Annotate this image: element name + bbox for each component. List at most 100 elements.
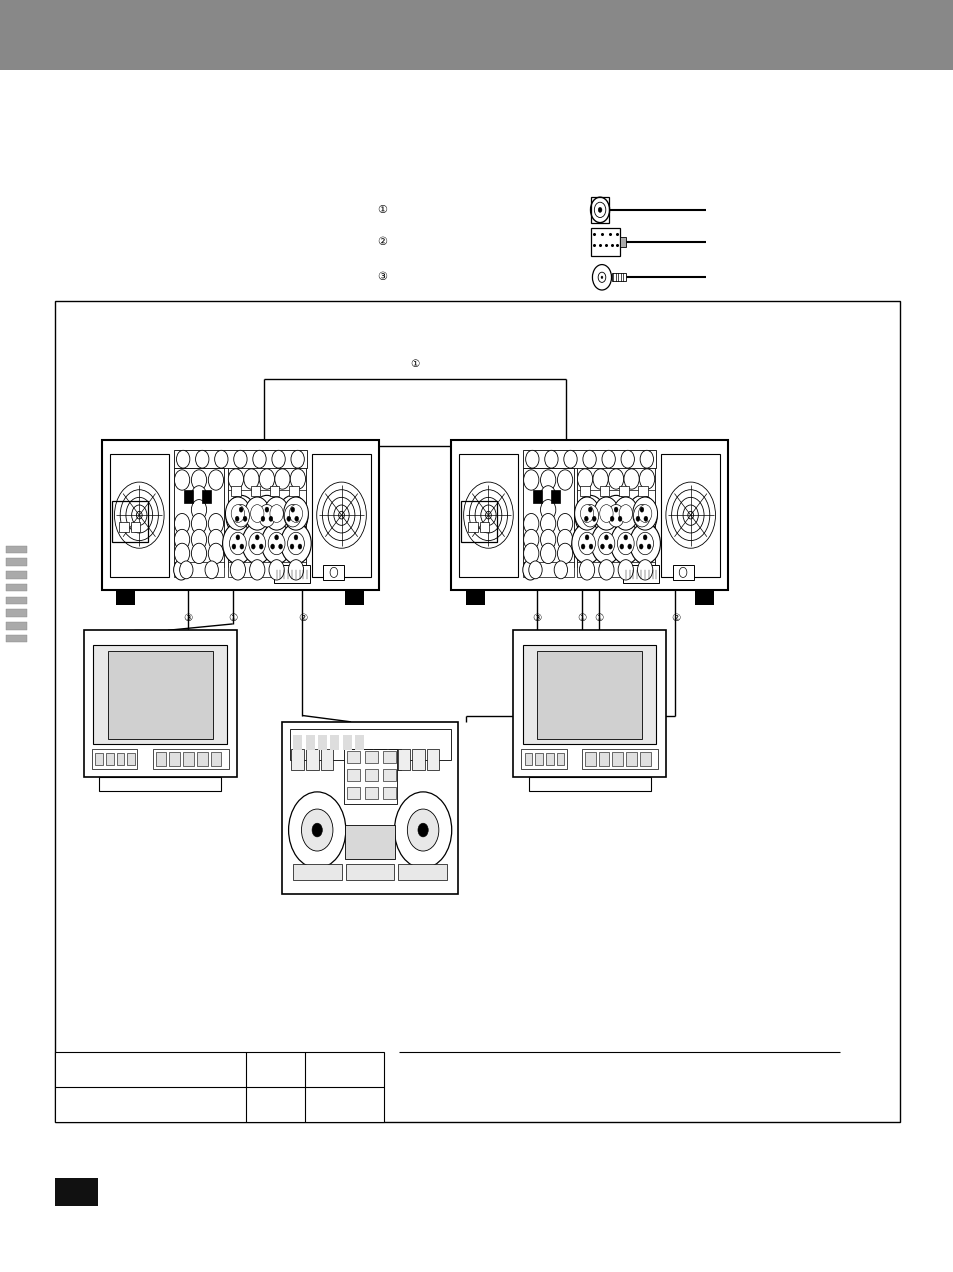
- Circle shape: [619, 544, 623, 550]
- Bar: [619, 237, 625, 247]
- Text: ③: ③: [376, 272, 386, 282]
- Circle shape: [563, 450, 577, 468]
- Bar: [312, 454, 371, 576]
- Circle shape: [231, 505, 244, 523]
- Bar: [116, 753, 124, 766]
- Circle shape: [618, 516, 621, 522]
- Circle shape: [287, 532, 304, 555]
- Circle shape: [312, 823, 322, 837]
- Bar: [382, 750, 395, 762]
- Bar: [317, 735, 327, 750]
- Text: ①: ①: [594, 613, 603, 623]
- Circle shape: [623, 469, 639, 490]
- Bar: [106, 753, 113, 766]
- Bar: [537, 651, 641, 739]
- Circle shape: [288, 560, 303, 580]
- Circle shape: [639, 469, 654, 490]
- Bar: [611, 273, 625, 281]
- Circle shape: [291, 450, 304, 468]
- Bar: [528, 776, 650, 791]
- Text: ②: ②: [297, 613, 307, 623]
- Circle shape: [522, 560, 537, 580]
- Circle shape: [225, 497, 250, 530]
- Circle shape: [278, 544, 282, 550]
- Circle shape: [228, 469, 243, 490]
- Bar: [152, 749, 229, 770]
- Circle shape: [608, 544, 612, 550]
- Circle shape: [594, 202, 605, 218]
- Circle shape: [617, 532, 634, 555]
- Bar: [618, 486, 628, 496]
- Circle shape: [632, 497, 657, 530]
- Circle shape: [540, 486, 556, 506]
- Circle shape: [618, 560, 633, 580]
- Text: ①: ①: [376, 205, 386, 215]
- Bar: [365, 750, 377, 762]
- Bar: [6, 558, 27, 566]
- Circle shape: [226, 495, 256, 536]
- Bar: [306, 749, 318, 770]
- Bar: [577, 562, 654, 577]
- Bar: [545, 753, 553, 766]
- Text: ①: ①: [577, 613, 586, 623]
- Circle shape: [523, 469, 538, 490]
- Circle shape: [599, 505, 613, 523]
- Bar: [577, 468, 654, 567]
- Circle shape: [633, 505, 650, 527]
- Circle shape: [540, 543, 556, 563]
- Circle shape: [554, 561, 567, 579]
- Bar: [55, 1052, 384, 1122]
- Text: ②: ②: [376, 237, 386, 247]
- Circle shape: [592, 516, 596, 522]
- Circle shape: [301, 809, 333, 851]
- Circle shape: [540, 500, 556, 520]
- Circle shape: [540, 469, 556, 490]
- Circle shape: [574, 497, 598, 530]
- Circle shape: [593, 469, 608, 490]
- Bar: [599, 486, 609, 496]
- Circle shape: [244, 469, 259, 490]
- Bar: [211, 752, 221, 766]
- Circle shape: [174, 529, 190, 550]
- Bar: [398, 865, 446, 880]
- Circle shape: [557, 514, 572, 534]
- Bar: [591, 197, 608, 223]
- Circle shape: [599, 544, 603, 550]
- Circle shape: [578, 560, 594, 580]
- Bar: [110, 454, 169, 576]
- Bar: [55, 301, 899, 1122]
- Bar: [344, 749, 356, 770]
- Circle shape: [407, 809, 438, 851]
- Text: ③: ③: [532, 613, 541, 623]
- Circle shape: [584, 534, 588, 539]
- Bar: [91, 749, 137, 770]
- Circle shape: [269, 560, 284, 580]
- Bar: [201, 490, 211, 502]
- Circle shape: [557, 543, 572, 563]
- Circle shape: [270, 505, 283, 523]
- Bar: [522, 645, 656, 744]
- Bar: [479, 522, 489, 532]
- Circle shape: [627, 544, 631, 550]
- Circle shape: [626, 495, 657, 536]
- Bar: [173, 468, 224, 567]
- Bar: [355, 735, 364, 750]
- Circle shape: [242, 523, 273, 563]
- Bar: [639, 752, 650, 766]
- Circle shape: [557, 469, 572, 490]
- Bar: [128, 753, 135, 766]
- Bar: [108, 651, 213, 739]
- Circle shape: [253, 450, 266, 468]
- Circle shape: [264, 497, 289, 530]
- Circle shape: [283, 497, 308, 530]
- Circle shape: [297, 544, 301, 550]
- Circle shape: [643, 516, 647, 522]
- Bar: [330, 735, 339, 750]
- Bar: [524, 753, 532, 766]
- Circle shape: [230, 532, 246, 555]
- Circle shape: [288, 792, 345, 869]
- Circle shape: [557, 529, 572, 550]
- Circle shape: [235, 516, 239, 522]
- Circle shape: [589, 544, 593, 550]
- Bar: [170, 752, 180, 766]
